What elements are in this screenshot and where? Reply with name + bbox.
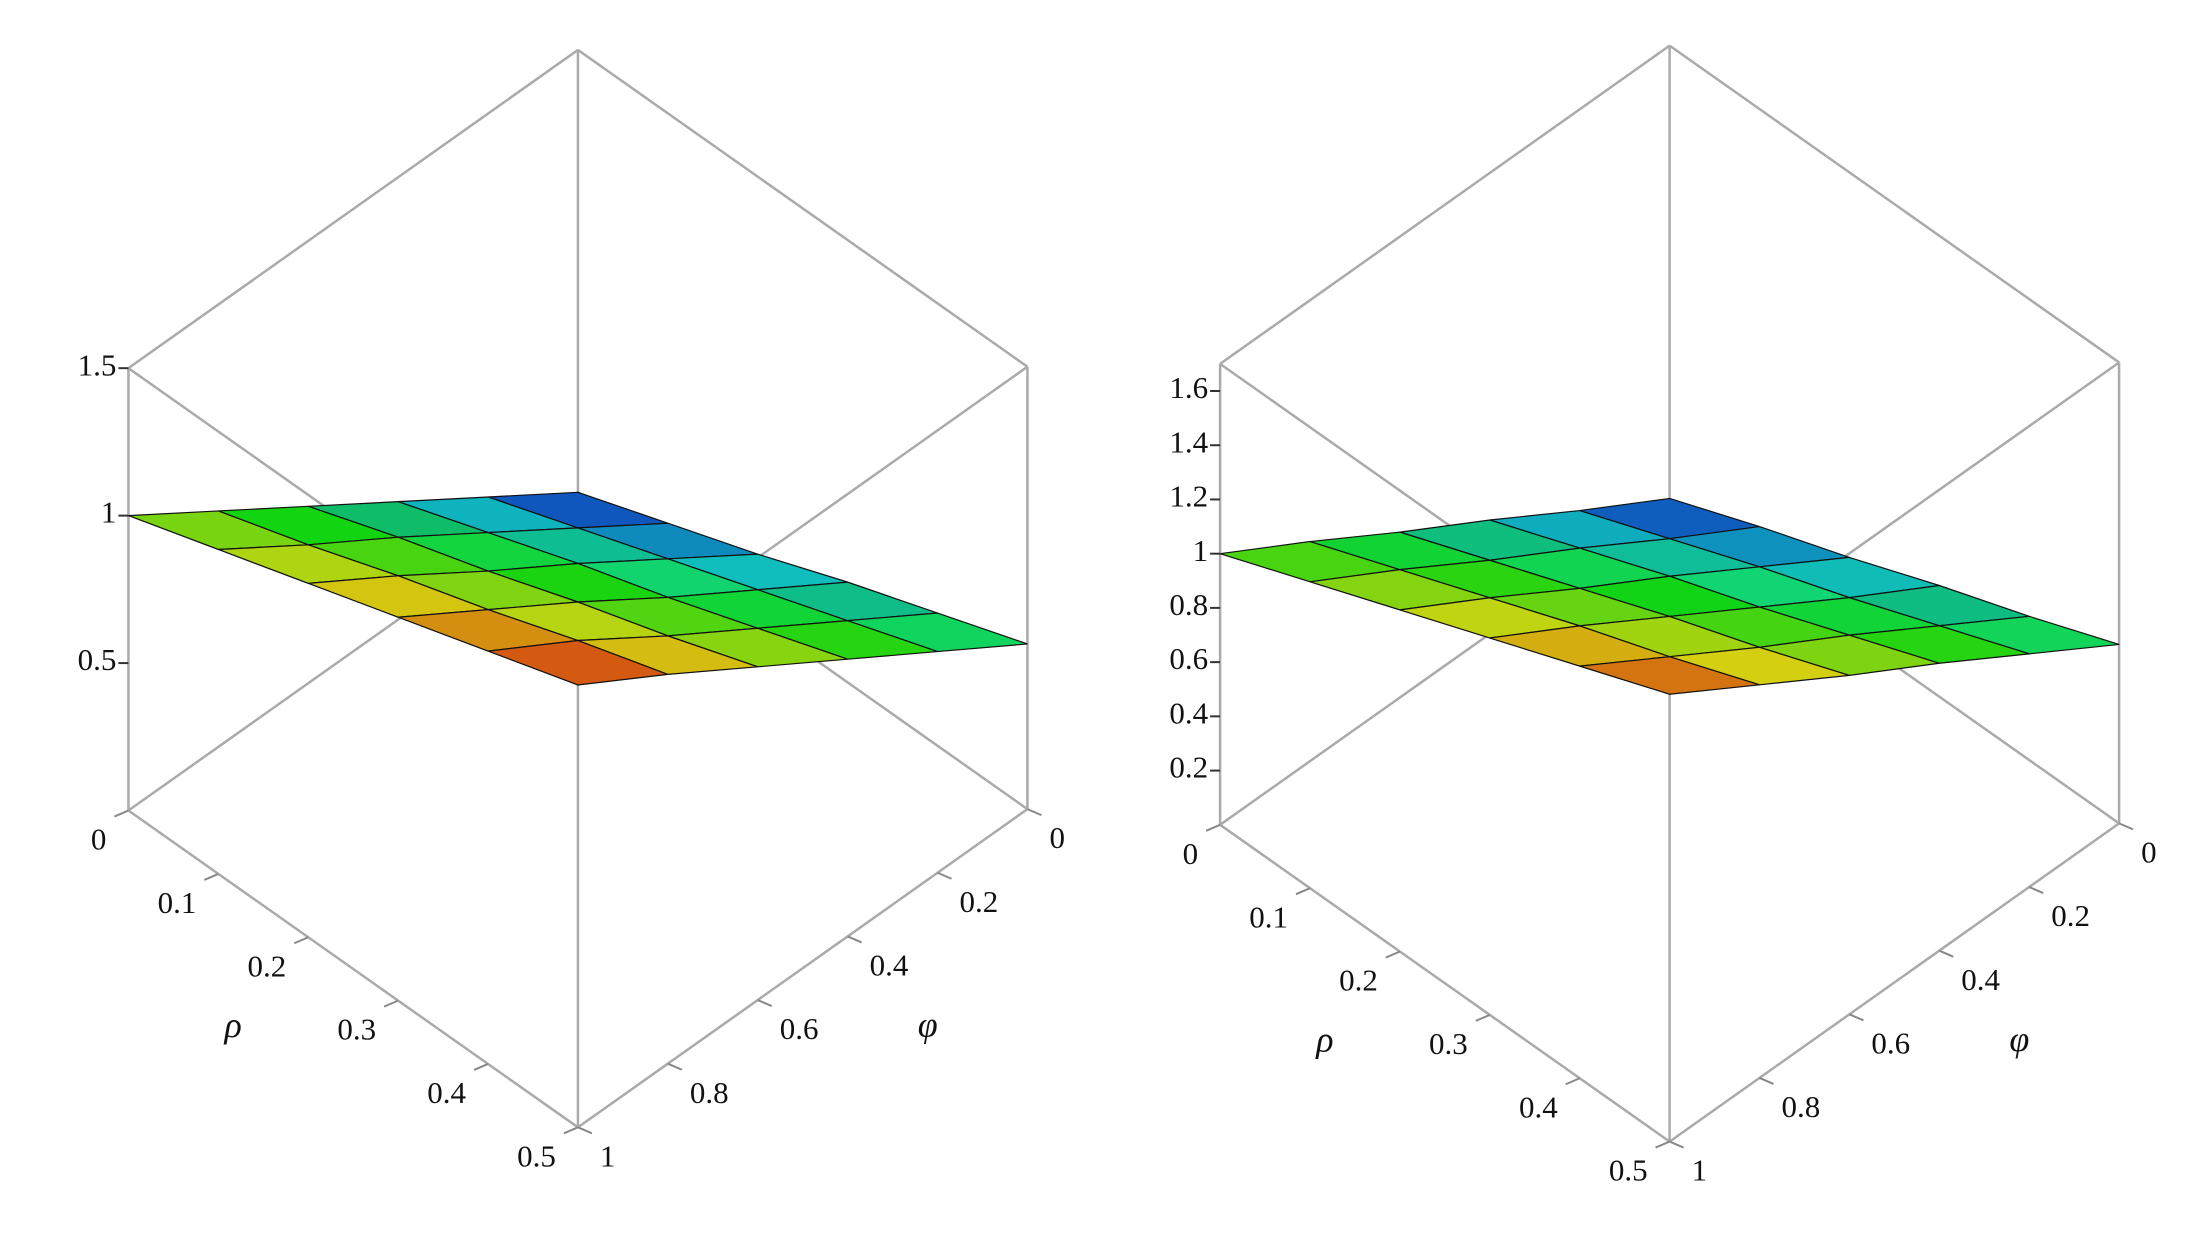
z-tick-label: 1.6 — [1169, 370, 1208, 405]
x-tick — [114, 809, 129, 818]
x-tick-label: 0.2 — [247, 948, 286, 983]
z-tick-label: 0.4 — [1169, 695, 1208, 730]
y-tick — [577, 1126, 593, 1135]
x-tick — [1205, 823, 1221, 832]
z-tick-label: 1.2 — [1169, 479, 1208, 514]
y-axis-label: φ — [2009, 1019, 2029, 1059]
y-tick-label: 0 — [1049, 820, 1065, 855]
x-tick-label: 0 — [1183, 836, 1199, 871]
z-tick-label: 0.8 — [1169, 587, 1208, 622]
surface-patch — [487, 639, 669, 686]
x-tick-label: 0.2 — [1339, 963, 1378, 998]
x-tick-label: 0.3 — [1429, 1026, 1468, 1061]
x-tick — [383, 999, 399, 1008]
y-tick — [1938, 949, 1954, 958]
y-tick — [2118, 822, 2134, 831]
y-tick — [1027, 808, 1042, 817]
y-tick-label: 0.4 — [870, 948, 909, 983]
x-tick — [1655, 1140, 1670, 1149]
x-tick — [1475, 1013, 1491, 1022]
y-tick — [937, 871, 952, 880]
y-tick-label: 0.4 — [1961, 962, 2000, 997]
x-tick-label: 0.5 — [517, 1138, 556, 1173]
x-tick-label: 0.1 — [158, 885, 197, 920]
y-tick — [667, 1062, 683, 1071]
x-tick-label: 0.3 — [337, 1012, 376, 1047]
box-edge — [577, 808, 1029, 1129]
y-tick — [1669, 1140, 1684, 1149]
box-edge — [577, 48, 1029, 368]
x-tick — [473, 1063, 489, 1071]
y-tick-label: 1 — [600, 1138, 616, 1173]
x-tick — [1385, 950, 1401, 959]
y-tick — [1848, 1013, 1864, 1022]
y-tick — [2028, 886, 2044, 894]
x-tick — [293, 936, 309, 945]
z-tick-label: 0.6 — [1169, 641, 1208, 676]
y-tick-label: 1 — [1692, 1153, 1708, 1188]
box-edge — [1668, 822, 2120, 1143]
y-tick-label: 0.2 — [960, 884, 999, 919]
x-tick-label: 0 — [91, 822, 107, 857]
x-tick — [1565, 1077, 1581, 1086]
y-tick-label: 0.6 — [1871, 1025, 1910, 1060]
x-axis-label: ρ — [1315, 1019, 1333, 1059]
x-tick — [563, 1126, 579, 1135]
surface-patch — [1579, 656, 1760, 695]
y-tick-label: 0.6 — [780, 1011, 819, 1046]
z-tick-label: 0.2 — [1169, 750, 1208, 785]
x-axis-label: ρ — [224, 1005, 242, 1045]
z-tick-label: 1 — [1193, 533, 1209, 568]
y-tick — [847, 935, 863, 944]
x-tick — [203, 872, 219, 881]
x-tick-label: 0.1 — [1249, 899, 1288, 934]
box-edge — [1219, 44, 1671, 365]
y-tick-label: 0.8 — [1781, 1089, 1820, 1124]
z-tick-label: 1 — [101, 495, 117, 530]
z-tick-label: 1.5 — [78, 347, 117, 382]
y-tick-label: 0 — [2141, 834, 2157, 869]
x-tick-label: 0.4 — [1519, 1089, 1558, 1124]
z-tick-label: 0.5 — [78, 642, 117, 677]
y-tick — [1759, 1077, 1774, 1085]
box-edge — [127, 48, 579, 370]
z-tick-label: 1.4 — [1169, 424, 1208, 459]
x-tick-label: 0.5 — [1609, 1153, 1648, 1188]
box-edge — [127, 809, 579, 1129]
y-tick-label: 0.2 — [2051, 898, 2090, 933]
box-edge — [1668, 44, 2120, 364]
box-edge — [1219, 823, 1671, 1143]
y-axis-label: φ — [918, 1004, 938, 1044]
x-tick-label: 0.4 — [427, 1075, 466, 1110]
y-tick-label: 0.8 — [690, 1075, 729, 1110]
x-tick — [1295, 887, 1311, 896]
y-tick — [757, 999, 773, 1007]
